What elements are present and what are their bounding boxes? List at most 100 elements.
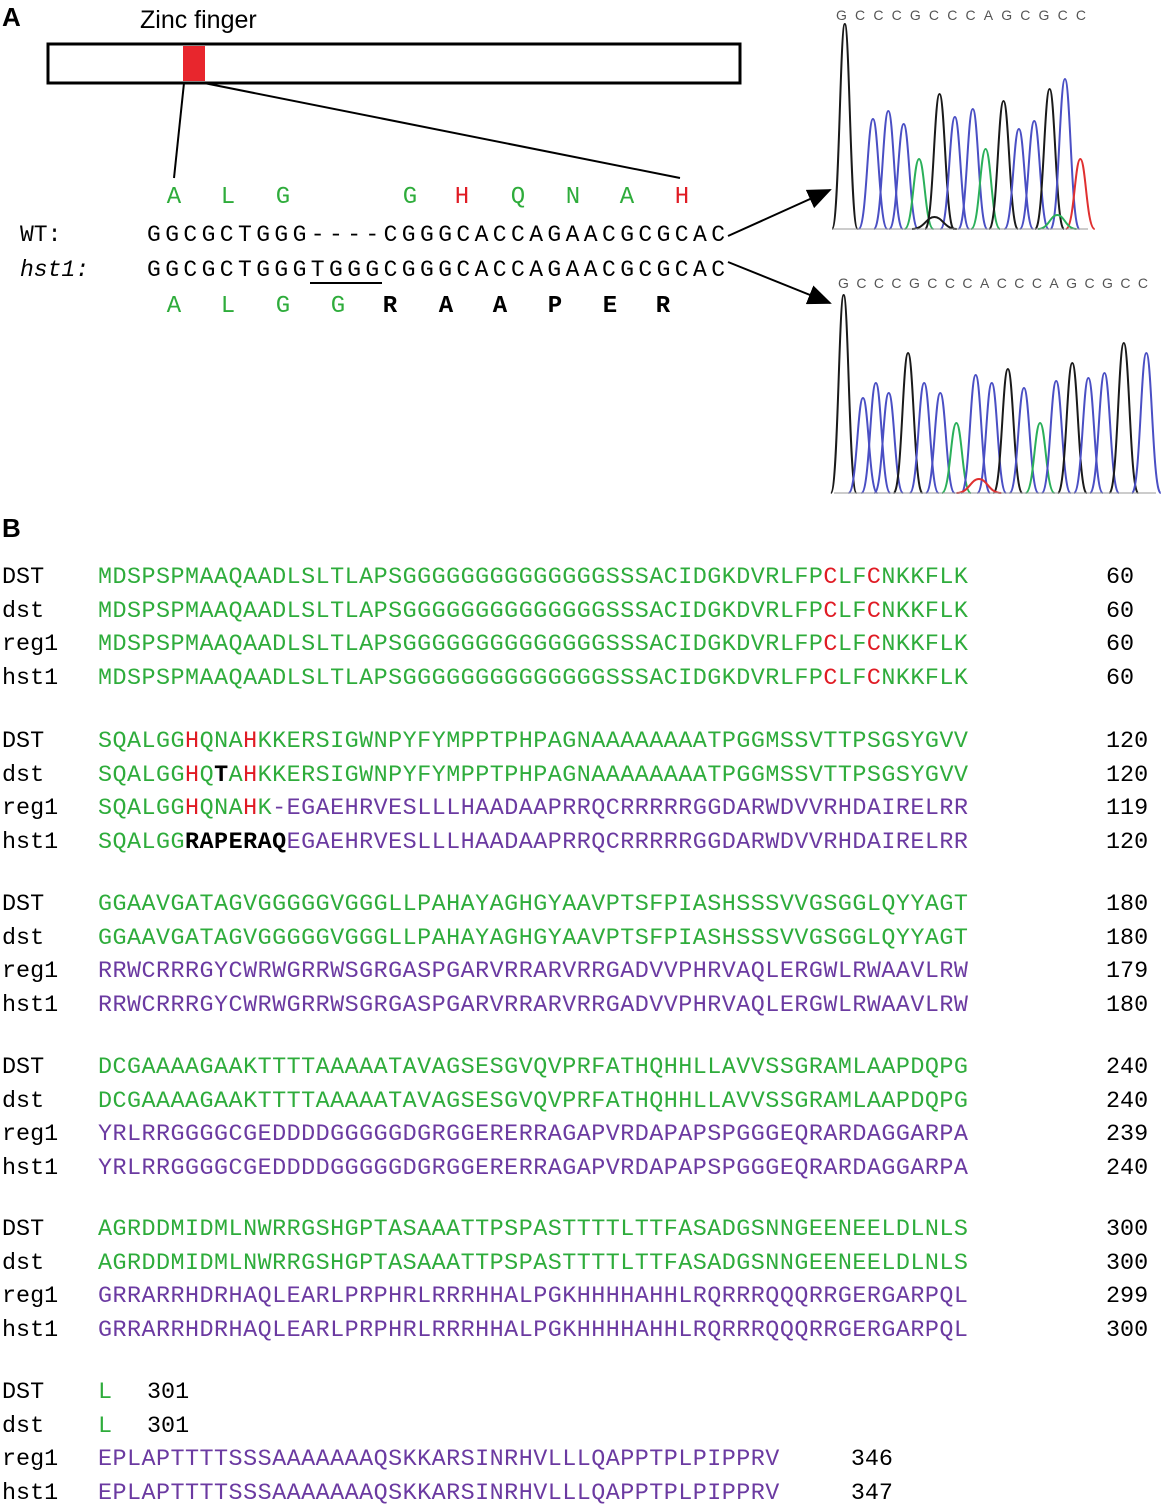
arrow-to-bottom-trace xyxy=(727,261,832,305)
wt-aa-2: G xyxy=(276,184,290,211)
alignment-row-sequence: YRLRRGGGGCGEDDDDGGGGGDGRGGERERRAGAPVRDAP… xyxy=(98,1120,968,1150)
alignment-row-name: DST xyxy=(2,1380,45,1406)
chromatogram-bottom xyxy=(829,293,1162,494)
top-peak-1 xyxy=(857,117,889,230)
sequence-segment: C xyxy=(866,665,882,692)
hst1-aa-9: R xyxy=(656,293,671,320)
alignment-row: DST GGAAVGATAGVGGGGGVGGGLLPAHAYAGHGYAAVPT… xyxy=(0,890,1164,920)
alignment-row: hst1 EPLAPTTTTSSSAAAAAAAQSKKARSINRHVLLLQA… xyxy=(0,1479,1164,1509)
alignment-row-name: reg1 xyxy=(2,632,59,659)
wt-aa-4: H xyxy=(455,184,469,211)
sequence-segment: GGAAVGATAGVGGGGGVGGGLLPAHAYAGHGYAAVPTSFP… xyxy=(98,925,969,952)
alignment-row-end-position: 60 xyxy=(1106,665,1135,692)
chromatogram-top xyxy=(831,22,1096,230)
top-peak-0 xyxy=(831,22,859,230)
bottom-peak-16 xyxy=(1089,371,1120,494)
sequence-segment: H xyxy=(243,762,258,789)
top-peak-16 xyxy=(1037,213,1077,230)
panel-a-label: A xyxy=(2,2,21,32)
sequence-segment: -EGAEHRVESLLLHAADAAPRRQCRRRRRGGDARWDVVRH… xyxy=(272,796,969,823)
alignment-row: reg1 EPLAPTTTTSSSAAAAAAAQSKKARSINRHVLLLQA… xyxy=(0,1445,1164,1475)
wt-aa-1: L xyxy=(221,184,235,211)
sequence-segment: C xyxy=(866,565,882,591)
alignment-row-sequence: SQALGGHQNAHKKERSIGWNPYFYMPPTPHPAGNAAAAAA… xyxy=(98,727,968,757)
alignment-row: dst GGAAVGATAGVGGGGGVGGGLLPAHAYAGHGYAAVPT… xyxy=(0,924,1164,954)
bottom-peak-15 xyxy=(1073,376,1104,494)
alignment-row-sequence: AGRDDMIDMLNWRRGSHGPTASAAATTPSPASTTTTLTTF… xyxy=(98,1249,968,1279)
sequence-segment: GRRARRHDRHAQLEARLPRPHRLRRRHHALPGKHHHHAHH… xyxy=(98,1284,969,1311)
alignment-row-name: DST xyxy=(2,565,45,591)
hst1-label: hst1: xyxy=(20,257,89,283)
alignment-row-end-position: 60 xyxy=(1106,598,1135,625)
hst1-aa-2: G xyxy=(276,293,290,320)
wt-aa-5: Q xyxy=(511,184,525,211)
alignment-row-name: dst xyxy=(2,1250,45,1277)
sequence-segment: LF xyxy=(837,665,867,692)
top-peak-5 xyxy=(924,92,955,230)
alignment-row-end-position: 300 xyxy=(1106,1217,1149,1243)
alignment-row-end-position: 299 xyxy=(1106,1284,1149,1311)
sequence-segment: SQALGG xyxy=(98,796,186,823)
top-peak-14 xyxy=(1064,157,1096,230)
sequence-segment: MDSPSPMAAQAADLSLTLAPSGGGGGGGGGGGGGGSSSAC… xyxy=(98,565,824,591)
alignment-row: dst L 301 xyxy=(0,1412,1164,1442)
hst1-aa-1: L xyxy=(221,293,235,320)
alignment-row-name: dst xyxy=(2,762,45,789)
alignment-row-name: reg1 xyxy=(2,959,59,986)
sequence-segment: RAPERAQ xyxy=(185,829,287,856)
sequence-segment: NKKFLK xyxy=(881,632,969,659)
alignment-row-end-position: 60 xyxy=(1106,565,1135,591)
bottom-peak-18 xyxy=(1130,351,1162,494)
alignment-row-sequence: RRWCRRRGYCWRWGRRWSGRGASPGARVRRARVRRGADVV… xyxy=(98,991,968,1021)
alignment-row-sequence: GRRARRHDRHAQLEARLPRPHRLRRRHHALPGKHHHHAHH… xyxy=(98,1282,968,1312)
sequence-segment: NKKFLK xyxy=(881,665,969,692)
alignment-row-end-position: 240 xyxy=(1106,1088,1149,1115)
alignment-row-sequence: GRRARRHDRHAQLEARLPRPHRLRRRHHALPGKHHHHAHH… xyxy=(98,1316,968,1346)
alignment-row-sequence: EPLAPTTTTSSSAAAAAAAQSKKARSINRHVLLLQAPPTP… xyxy=(98,1479,780,1509)
alignment-row-sequence: DCGAAAAGAAKTTTTAAAAATAVAGSESGVQVPRFATHQH… xyxy=(98,1053,968,1083)
sequence-segment: GGAAVGATAGVGGGGGVGGGLLPAHAYAGHGYAAVPTSFP… xyxy=(98,892,969,918)
sequence-segment: Q xyxy=(199,762,215,789)
alignment-row-name: hst1 xyxy=(2,829,59,856)
sequence-segment: DCGAAAAGAAKTTTTAAAAATAVAGSESGVQVPRFATHQH… xyxy=(98,1088,969,1115)
alignment-row: reg1 SQALGGHQNAHK-EGAEHRVESLLLHAADAAPRRQC… xyxy=(0,794,1164,824)
sequence-segment: AGRDDMIDMLNWRRGSHGPTASAAATTPSPASTTTTLTTF… xyxy=(98,1250,969,1277)
alignment-row-sequence: SQALGGHQNAHK-EGAEHRVESLLLHAADAAPRRQCRRRR… xyxy=(98,794,968,824)
sequence-segment: H xyxy=(185,762,200,789)
alignment-row: hst1 SQALGGRAPERAQEGAEHRVESLLLHAADAAPRRQC… xyxy=(0,828,1164,858)
sequence-segment: KKERSIGWNPYFYMPPTPHPAGNAAAAAAAATPGGMSSVT… xyxy=(257,729,969,755)
zoom-line-right xyxy=(203,82,681,179)
sequence-segment: C xyxy=(823,565,838,591)
alignment-row-end-position: 119 xyxy=(1106,796,1149,823)
sequence-segment: MDSPSPMAAQAADLSLTLAPSGGGGGGGGGGGGGGSSSAC… xyxy=(98,665,824,692)
alignment-row: DST SQALGGHQNAHKKERSIGWNPYFYMPPTPHPAGNAAA… xyxy=(0,727,1164,757)
alignment-row-name: DST xyxy=(2,1055,45,1081)
alignment-row: hst1 RRWCRRRGYCWRWGRRWSGRGASPGARVRRARVRRG… xyxy=(0,991,1164,1021)
top-peak-4 xyxy=(903,157,935,230)
alignment-row-end-position: 60 xyxy=(1106,632,1135,659)
sequence-segment: C xyxy=(823,665,838,692)
sequence-segment: GRRARRHDRHAQLEARLPRPHRLRRRHHALPGKHHHHAHH… xyxy=(98,1317,969,1344)
sequence-segment: SQALGG xyxy=(98,729,186,755)
alignment-row-sequence: EPLAPTTTTSSSAAAAAAAQSKKARSINRHVLLLQAPPTP… xyxy=(98,1445,780,1475)
alignment-row: DST AGRDDMIDMLNWRRGSHGPTASAAATTPSPASTTTTL… xyxy=(0,1215,1164,1245)
chromatogram-bottom-bases: GCCCGCCCACCCAGCGCC xyxy=(838,275,1148,291)
alignment-row: hst1 GRRARRHDRHAQLEARLPRPHRLRRRHHALPGKHHH… xyxy=(0,1316,1164,1346)
alignment-row-end-position: 346 xyxy=(850,1447,893,1474)
alignment-row-sequence: GGAAVGATAGVGGGGGVGGGLLPAHAYAGHGYAAVPTSFP… xyxy=(98,924,968,954)
wt-aa-8: H xyxy=(675,184,689,211)
alignment-row-name: hst1 xyxy=(2,992,59,1019)
alignment-row-name: reg1 xyxy=(2,1122,59,1149)
top-peak-15 xyxy=(911,215,957,230)
bottom-peak-13 xyxy=(1040,379,1072,494)
hst1-aa-4: R xyxy=(383,293,398,320)
top-peak-10 xyxy=(1003,127,1035,230)
wt-aa-7: A xyxy=(620,184,635,211)
wt-aa-3: G xyxy=(403,184,417,211)
alignment-row-name: DST xyxy=(2,729,45,755)
alignment-row-name: hst1 xyxy=(2,665,59,692)
sequence-segment: QNA xyxy=(199,729,244,755)
alignment-row-end-position: 301 xyxy=(147,1413,190,1440)
